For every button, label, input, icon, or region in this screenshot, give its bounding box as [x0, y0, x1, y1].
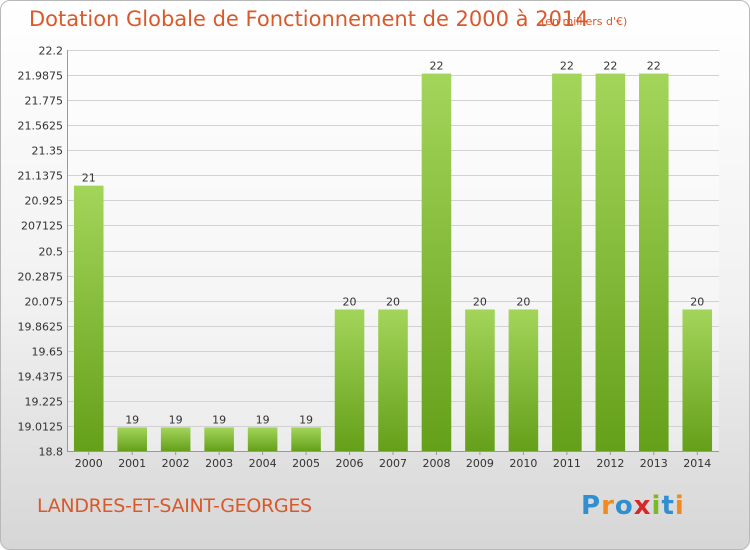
bar — [508, 309, 539, 451]
y-tick-label: 21.35 — [32, 145, 64, 158]
y-tick-label: 21.9875 — [18, 70, 64, 83]
data-label: 20 — [516, 295, 530, 308]
x-tick-label: 2014 — [683, 457, 711, 470]
bar — [291, 427, 321, 451]
data-label: 20 — [473, 295, 487, 308]
logo-letter: i — [674, 491, 685, 521]
y-tick-label: 20.925 — [25, 195, 64, 208]
x-tick-label: 2002 — [162, 457, 190, 470]
bar — [204, 427, 234, 451]
y-tick-label: 19.0125 — [18, 421, 64, 434]
y-tick-label: 20.075 — [25, 296, 64, 309]
y-tick-label: 20.5 — [39, 246, 64, 259]
x-tick-label: 2003 — [205, 457, 233, 470]
x-tick-label: 2007 — [379, 457, 407, 470]
logo-letter: t — [661, 491, 675, 521]
data-label: 19 — [256, 413, 270, 426]
logo-letter: r — [601, 491, 615, 521]
data-label: 19 — [212, 413, 226, 426]
y-tick-label: 19.225 — [25, 396, 64, 409]
chart-title: Dotation Globale de Fonctionnement de 20… — [29, 7, 589, 31]
data-label: 19 — [299, 413, 313, 426]
y-tick-label: 19.8625 — [18, 321, 64, 334]
logo-letter: o — [614, 491, 634, 521]
y-tick-label: 19.65 — [32, 346, 64, 359]
y-tick-label: 19.4375 — [18, 371, 64, 384]
bar — [117, 427, 147, 451]
y-tick-label: 207125 — [21, 220, 63, 233]
chart-subtitle: (en milliers d'€) — [541, 15, 628, 28]
data-label: 20 — [343, 295, 357, 308]
bar-layer — [73, 73, 713, 452]
x-tick-label: 2009 — [466, 457, 494, 470]
data-label: 22 — [560, 60, 574, 73]
x-tick-label: 2001 — [118, 457, 146, 470]
data-label: 22 — [429, 60, 443, 73]
bar — [334, 309, 365, 451]
y-tick-label: 21.775 — [25, 95, 64, 108]
bar — [682, 309, 713, 451]
x-tick-label: 2010 — [509, 457, 537, 470]
x-tick-label: 2006 — [336, 457, 364, 470]
x-tick-label: 2008 — [422, 457, 450, 470]
axis-layer: 18.8 19.0125 19.225 19.4375 19.65 19.8625 20.0… — [18, 45, 719, 470]
y-tick-label: 22.2 — [39, 45, 64, 58]
proxiti-logo[interactable]: Proxiti — [581, 491, 685, 521]
x-tick-label: 2004 — [249, 457, 277, 470]
x-tick-label: 2012 — [596, 457, 624, 470]
bar — [421, 73, 452, 452]
logo-letter: P — [581, 491, 602, 521]
bar — [552, 73, 582, 452]
data-label: 20 — [386, 295, 400, 308]
logo-letter: i — [651, 491, 662, 521]
bar — [73, 185, 104, 451]
data-label: 22 — [647, 60, 661, 73]
x-tick-label: 2005 — [292, 457, 320, 470]
place-name: LANDRES-ET-SAINT-GEORGES — [37, 495, 312, 517]
bar — [639, 73, 669, 452]
data-label: 21 — [82, 172, 96, 185]
bar — [595, 73, 626, 452]
label-layer: 21 19 19 19 19 19 20 20 22 20 20 22 22 22 20 — [82, 60, 705, 427]
x-tick-label: 2013 — [640, 457, 668, 470]
y-tick-label: 21.5625 — [18, 120, 64, 133]
y-tick-label: 20.2875 — [18, 271, 64, 284]
y-tick-label: 21.1375 — [18, 170, 64, 183]
bar — [378, 309, 408, 451]
data-label: 19 — [125, 413, 139, 426]
bar — [247, 427, 278, 451]
y-tick-label: 18.8 — [39, 446, 64, 459]
data-label: 19 — [169, 413, 183, 426]
bar — [160, 427, 191, 451]
x-tick-label: 2000 — [75, 457, 103, 470]
logo-letter: x — [633, 491, 652, 521]
x-tick-label: 2011 — [553, 457, 581, 470]
data-label: 22 — [603, 60, 617, 73]
bar — [465, 309, 495, 451]
data-label: 20 — [690, 295, 704, 308]
